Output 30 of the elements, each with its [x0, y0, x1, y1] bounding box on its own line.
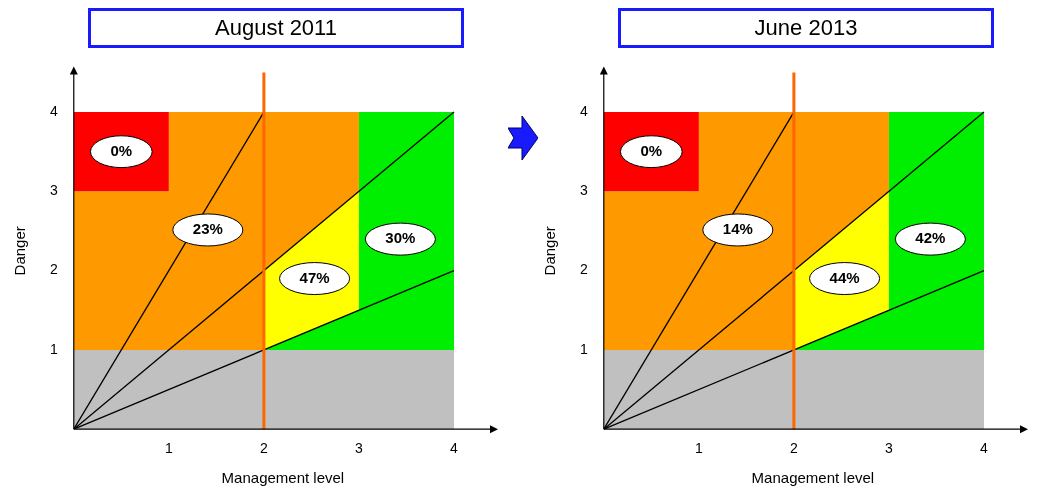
- y-tick-label: 4: [579, 102, 588, 119]
- chart-title: August 2011: [88, 8, 464, 48]
- x-tick-label: 3: [885, 440, 894, 457]
- series-label: 44%: [829, 268, 860, 286]
- x-axis-title: Management level: [221, 469, 345, 487]
- x-tick-label: 2: [259, 440, 268, 457]
- y-tick-label: 3: [579, 182, 588, 199]
- series-label: 14%: [722, 220, 753, 238]
- y-tick-label: 1: [49, 340, 58, 357]
- y-tick-label: 2: [49, 261, 58, 278]
- y-tick-label: 4: [49, 102, 58, 119]
- series-label: 30%: [385, 229, 416, 247]
- x-tick-label: 4: [980, 440, 989, 457]
- x-tick-label: 4: [450, 440, 459, 457]
- series-label: 42%: [915, 229, 946, 247]
- y-tick-label: 3: [49, 182, 58, 199]
- x-tick-label: 1: [694, 440, 703, 457]
- chart-title: June 2013: [618, 8, 994, 48]
- series-label: 23%: [192, 220, 223, 238]
- y-axis-title: Danger: [11, 226, 29, 276]
- x-tick-label: 3: [355, 440, 364, 457]
- y-tick-label: 2: [579, 261, 588, 278]
- y-tick-label: 1: [579, 340, 588, 357]
- x-tick-label: 2: [789, 440, 798, 457]
- series-label: 0%: [110, 141, 133, 159]
- series-label: 0%: [640, 141, 663, 159]
- x-axis-title: Management level: [751, 469, 875, 487]
- y-axis-title: Danger: [541, 226, 559, 276]
- x-tick-label: 1: [164, 440, 173, 457]
- series-label: 47%: [299, 268, 330, 286]
